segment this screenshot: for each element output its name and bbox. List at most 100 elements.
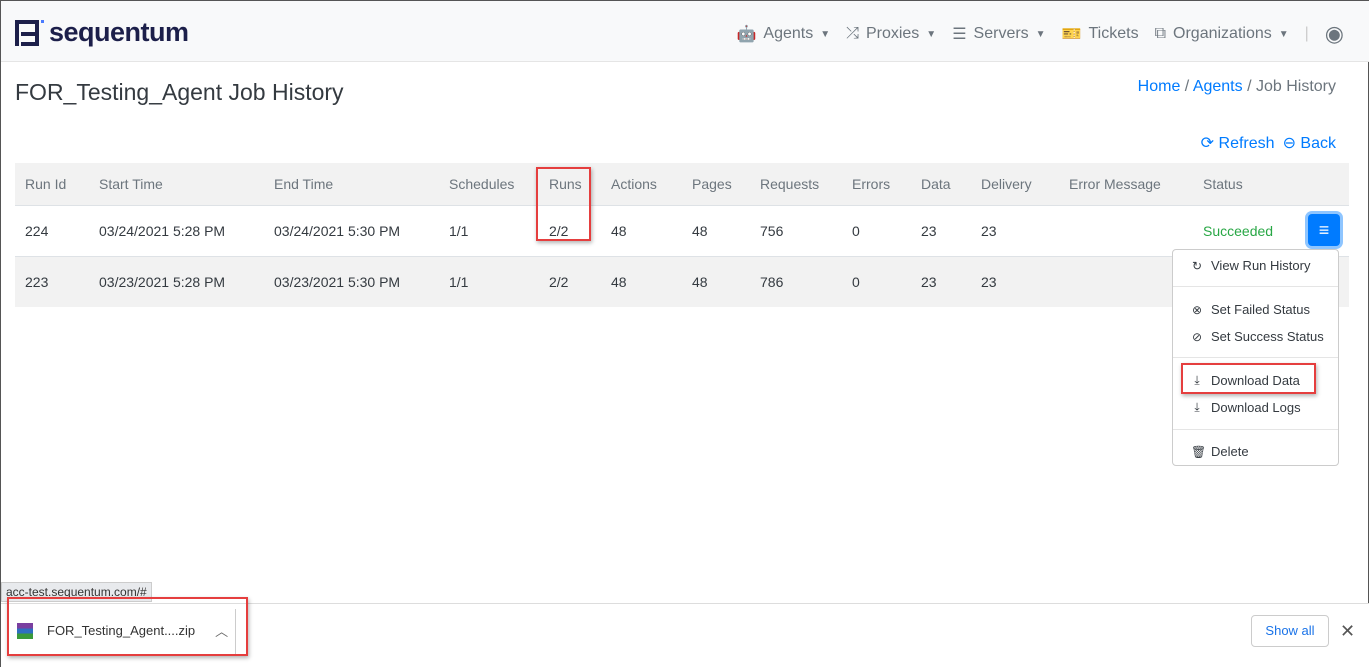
table-cell xyxy=(1059,204,1193,256)
table-row: 224 03/24/2021 5:28 PM 03/24/2021 5:30 PM 1… xyxy=(15,204,1349,256)
brand-name: sequentum xyxy=(49,17,189,47)
shuffle-icon: ⤮ xyxy=(846,25,859,42)
column-header[interactable]: Pages xyxy=(682,163,750,205)
sequentum-logo-icon xyxy=(15,18,45,48)
table-cell: 48 xyxy=(682,204,750,256)
download-icon: ⤓ xyxy=(1194,373,1200,387)
caret-down-icon: ▼ xyxy=(820,28,831,40)
menu-label: Set Failed Status xyxy=(1211,302,1310,317)
times-circle-icon: ⊗ xyxy=(1191,302,1203,317)
breadcrumb-home[interactable]: Home xyxy=(1137,78,1181,95)
row-actions-menu-button[interactable]: ≡ xyxy=(1308,214,1340,246)
user-avatar-icon[interactable]: ◉ xyxy=(1324,21,1344,46)
close-download-bar-icon[interactable]: ✕ xyxy=(1340,621,1356,641)
column-header[interactable]: Requests xyxy=(750,163,842,205)
menu-label: Delete xyxy=(1211,444,1249,459)
page-title: FOR_Testing_Agent Job History xyxy=(15,79,344,105)
brand-logo[interactable]: sequentum xyxy=(15,17,189,48)
nav-tickets[interactable]: 🎫 Tickets xyxy=(1062,24,1139,44)
download-filename: FOR_Testing_Agent....zip xyxy=(47,623,196,638)
show-all-button[interactable]: Show all xyxy=(1251,615,1329,647)
table-cell: 03/24/2021 5:28 PM xyxy=(89,204,264,256)
nav-label: Agents xyxy=(763,25,814,42)
back-label: Back xyxy=(1300,135,1336,152)
table-cell xyxy=(1059,255,1193,307)
breadcrumb: Home / Agents / Job History xyxy=(1137,78,1336,95)
column-header[interactable]: Error Message xyxy=(1059,163,1193,205)
table-row: 223 03/23/2021 5:28 PM 03/23/2021 5:30 PM 1… xyxy=(15,255,1349,307)
nav-servers[interactable]: ☰ Servers ▼ xyxy=(952,24,1045,44)
table-cell: 1/1 xyxy=(439,255,539,307)
refresh-icon: ⟳ xyxy=(1200,135,1215,152)
table-cell: 1/1 xyxy=(439,204,539,256)
menu-label: Download Data xyxy=(1211,373,1300,388)
menu-download-logs[interactable]: ⤓ Download Logs xyxy=(1191,400,1301,415)
table-cell: 23 xyxy=(911,204,971,256)
menu-delete[interactable]: 🗑 Delete xyxy=(1191,444,1249,459)
nav-label: Servers xyxy=(973,25,1029,42)
table-cell: 756 xyxy=(750,204,842,256)
breadcrumb-current: Job History xyxy=(1255,78,1336,95)
nav-label: Tickets xyxy=(1088,25,1139,42)
back-icon: ⊖ xyxy=(1282,135,1296,152)
column-header[interactable]: Delivery xyxy=(971,163,1059,205)
row-actions-dropdown: ↻ View Run History ⊗ Set Failed Status ⊘ Se… xyxy=(1172,249,1339,466)
nav-organizations[interactable]: ⧉ Organizations ▼ xyxy=(1155,25,1289,43)
refresh-label: Refresh xyxy=(1218,135,1275,152)
nav-divider: | xyxy=(1304,25,1309,42)
menu-label: Set Success Status xyxy=(1211,329,1324,344)
caret-down-icon: ▼ xyxy=(1278,28,1289,40)
table-cell: 223 xyxy=(15,255,89,307)
nav-proxies[interactable]: ⤮ Proxies ▼ xyxy=(846,25,936,43)
column-header[interactable]: Actions xyxy=(601,163,682,205)
table-cell: 48 xyxy=(682,255,750,307)
table-cell: 0 xyxy=(842,255,911,307)
column-header[interactable]: Status xyxy=(1193,163,1349,205)
table-cell: 2/2 xyxy=(539,255,601,307)
hamburger-icon: ≡ xyxy=(1318,220,1330,240)
column-header[interactable]: Data xyxy=(911,163,971,205)
nav-label: Organizations xyxy=(1173,25,1272,42)
column-header[interactable]: Run Id xyxy=(15,163,89,205)
android-icon: 🤖 xyxy=(736,26,757,43)
breadcrumb-agents[interactable]: Agents xyxy=(1192,78,1243,95)
trash-icon: 🗑 xyxy=(1191,444,1207,459)
menu-view-run-history[interactable]: ↻ View Run History xyxy=(1191,258,1311,273)
download-item[interactable]: FOR_Testing_Agent....zip ︿ xyxy=(17,621,228,640)
menu-set-success-status[interactable]: ⊘ Set Success Status xyxy=(1191,329,1324,344)
menu-label: Download Logs xyxy=(1211,400,1301,415)
back-button[interactable]: ⊖ Back xyxy=(1283,133,1336,153)
table-cell: 23 xyxy=(971,204,1059,256)
ticket-icon: 🎫 xyxy=(1061,26,1082,43)
download-data-highlight xyxy=(1181,363,1316,394)
sitemap-icon: ⧉ xyxy=(1154,25,1167,42)
column-header[interactable]: Schedules xyxy=(439,163,539,205)
table-cell: 03/23/2021 5:30 PM xyxy=(264,255,439,307)
archive-file-icon xyxy=(17,622,33,639)
caret-down-icon: ▼ xyxy=(1035,28,1046,40)
top-navbar: sequentum 🤖 Agents ▼ ⤮ Proxies ▼ ☰ Servers ▼ 🎫… xyxy=(1,1,1369,62)
menu-label: View Run History xyxy=(1211,258,1311,273)
runs-highlight xyxy=(536,167,591,241)
column-header[interactable]: Errors xyxy=(842,163,911,205)
table-cell: 48 xyxy=(601,255,682,307)
job-history-table: Run Id Start Time End Time Schedules Runs Act… xyxy=(15,163,1349,307)
table-cell: 48 xyxy=(601,204,682,256)
check-circle-icon: ⊘ xyxy=(1191,329,1203,344)
download-icon: ⤓ xyxy=(1194,400,1200,414)
download-bar xyxy=(1,603,1369,668)
chevron-up-icon[interactable]: ︿ xyxy=(215,624,229,639)
download-highlight xyxy=(7,597,248,656)
nav-label: Proxies xyxy=(865,25,920,42)
refresh-button[interactable]: ⟳ Refresh xyxy=(1201,133,1275,153)
table-cell: 03/23/2021 5:28 PM xyxy=(89,255,264,307)
column-header[interactable]: Start Time xyxy=(89,163,264,205)
nav-agents[interactable]: 🤖 Agents ▼ xyxy=(736,24,830,44)
menu-download-data[interactable]: ⤓ Download Data xyxy=(1191,373,1300,388)
server-icon: ☰ xyxy=(952,26,967,43)
table-cell: 23 xyxy=(971,255,1059,307)
menu-set-failed-status[interactable]: ⊗ Set Failed Status xyxy=(1191,302,1310,317)
table-cell: 786 xyxy=(750,255,842,307)
column-header[interactable]: End Time xyxy=(264,163,439,205)
table-cell: 0 xyxy=(842,204,911,256)
